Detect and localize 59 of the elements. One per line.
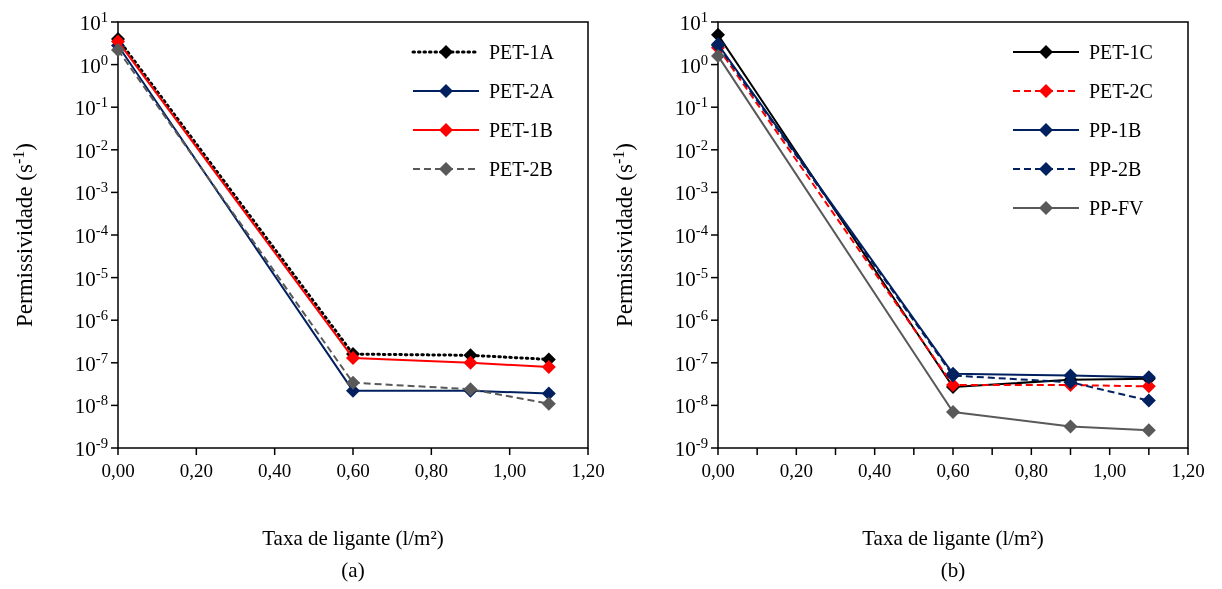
text: (a) bbox=[341, 558, 365, 582]
point bbox=[711, 48, 725, 63]
x-tick-label: 0,40 bbox=[258, 460, 292, 481]
y-tick-label: 10$^{-1}$ bbox=[74, 94, 108, 121]
y-tick-label: 10$^{-9}$ bbox=[74, 435, 108, 461]
x-tick-label: 0,40 bbox=[858, 460, 892, 481]
text: (b) bbox=[940, 558, 966, 582]
x-tick-label: 0,80 bbox=[414, 460, 448, 481]
y-tick-label: 10$^{-8}$ bbox=[674, 392, 708, 419]
legend-label: PET-1B bbox=[489, 119, 553, 141]
x-tick-label: 0,20 bbox=[179, 460, 213, 481]
legend-label: PP-2B bbox=[1089, 158, 1142, 180]
y-tick-label: 10$^{-6}$ bbox=[74, 307, 108, 334]
point bbox=[541, 359, 556, 374]
x-axis-title: Taxa de ligante (l/m²) bbox=[262, 526, 444, 550]
y-tick-label: 10$^{1}$ bbox=[79, 9, 108, 35]
x-tick-label: 1,00 bbox=[493, 460, 527, 481]
y-tick-label: 10$^{0}$ bbox=[79, 51, 108, 78]
y-tick-label: 10$^{-2}$ bbox=[74, 136, 108, 163]
x-tick-label: 0,80 bbox=[1014, 460, 1048, 481]
x-tick-label: 1,20 bbox=[571, 460, 605, 481]
y-tick-label: 10$^{-5}$ bbox=[674, 264, 708, 291]
x-tick-label: 1,20 bbox=[1171, 460, 1205, 481]
legend-label: PP-FV bbox=[1089, 197, 1145, 219]
y-tick-label: 10$^{0}$ bbox=[679, 51, 708, 78]
point bbox=[463, 355, 478, 370]
x-tick-label: 0,00 bbox=[101, 460, 135, 481]
y-tick-label: 10$^{-3}$ bbox=[674, 179, 708, 206]
point bbox=[1141, 393, 1156, 408]
y-tick-label: 10$^{-5}$ bbox=[74, 264, 108, 291]
legend-label: PET-2B bbox=[489, 158, 553, 180]
y-tick-label: 10$^{-4}$ bbox=[74, 222, 109, 248]
y-tick-label: 10$^{1}$ bbox=[679, 9, 708, 35]
legend-label: PET-2A bbox=[489, 80, 555, 102]
point bbox=[111, 43, 125, 58]
y-tick-label: 10$^{-4}$ bbox=[674, 222, 709, 248]
point bbox=[346, 375, 360, 390]
y-tick-label: 10$^{-7}$ bbox=[74, 349, 108, 376]
legend-label: PET-1A bbox=[489, 41, 555, 63]
y-tick-label: 10$^{-9}$ bbox=[674, 435, 708, 461]
legend-label: PET-1C bbox=[1089, 41, 1153, 63]
x-tick-label: 0,60 bbox=[936, 460, 970, 481]
y-tick-label: 10$^{-8}$ bbox=[74, 392, 108, 419]
point bbox=[1063, 419, 1078, 434]
point bbox=[946, 405, 960, 419]
y-tick-label: 10$^{-2}$ bbox=[674, 136, 708, 163]
x-tick-label: 1,00 bbox=[1093, 460, 1127, 481]
x-axis-title: Taxa de ligante (l/m²) bbox=[862, 526, 1044, 550]
y-tick-label: 10$^{-1}$ bbox=[674, 94, 708, 121]
point bbox=[1141, 423, 1156, 438]
point bbox=[541, 396, 556, 411]
legend-label: PET-2C bbox=[1089, 80, 1153, 102]
y-tick-label: 10$^{-7}$ bbox=[674, 349, 708, 376]
y-tick-label: 10$^{-3}$ bbox=[74, 179, 108, 206]
x-tick-label: 0,00 bbox=[701, 460, 735, 481]
x-tick-label: 0,20 bbox=[779, 460, 813, 481]
legend-label: PP-1B bbox=[1089, 119, 1142, 141]
x-tick-label: 0,60 bbox=[336, 460, 370, 481]
y-tick-label: 10$^{-6}$ bbox=[674, 307, 708, 334]
